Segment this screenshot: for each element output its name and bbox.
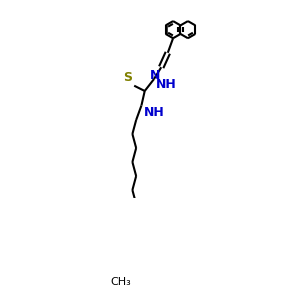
Text: NH: NH xyxy=(156,78,177,91)
Text: CH₃: CH₃ xyxy=(110,277,131,287)
Text: NH: NH xyxy=(144,106,165,119)
Text: N: N xyxy=(149,69,160,82)
Text: S: S xyxy=(123,71,132,84)
